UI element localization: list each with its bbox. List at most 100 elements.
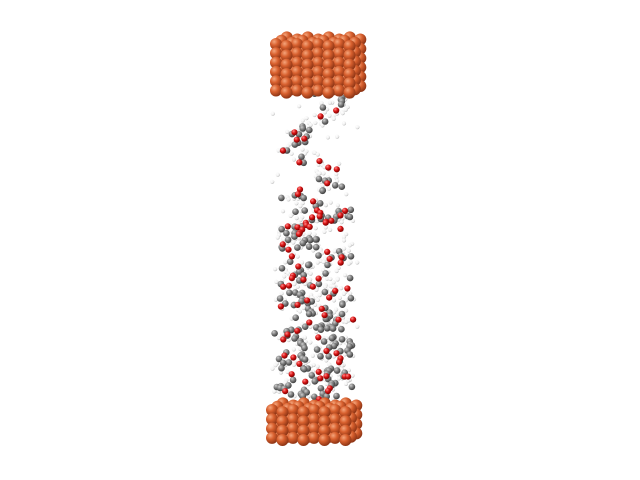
oxygen-atom (321, 312, 328, 319)
carbon-atom (324, 261, 331, 269)
oxygen-atom (316, 158, 323, 165)
hydrogen-atom (342, 246, 347, 251)
hydrogen-atom (295, 254, 300, 259)
hydrogen-atom (275, 172, 280, 177)
hydrogen-atom (335, 134, 340, 139)
carbon-atom (300, 194, 308, 202)
oxygen-atom (293, 136, 300, 143)
copper-atom (308, 431, 320, 444)
hydrogen-atom (291, 347, 296, 352)
hydrogen-atom (341, 291, 346, 296)
oxygen-atom (337, 212, 344, 219)
copper-atom (312, 56, 324, 69)
carbon-atom (329, 325, 337, 332)
copper-atom (312, 47, 324, 60)
oxygen-atom (317, 113, 324, 120)
carbon-atom (312, 236, 320, 243)
hydrogen-atom (355, 260, 360, 265)
copper-atom (318, 434, 331, 446)
copper-atom (333, 38, 345, 50)
oxygen-atom (326, 294, 333, 301)
hydrogen-atom (315, 260, 320, 265)
carbon-atom (338, 183, 346, 190)
hydrogen-atom (280, 209, 286, 214)
copper-atom (280, 68, 293, 80)
copper-atom (266, 431, 278, 444)
copper-atom (308, 422, 320, 435)
copper-atom (333, 65, 345, 78)
hydrogen-atom (307, 231, 312, 236)
hydrogen-atom (317, 171, 322, 176)
hydrogen-atom (276, 335, 282, 341)
oxygen-atom (306, 319, 313, 326)
hydrogen-atom (328, 276, 333, 282)
copper-atom (276, 434, 289, 446)
hydrogen-atom (344, 319, 349, 325)
hydrogen-atom (302, 335, 307, 340)
hydrogen-atom (285, 369, 290, 374)
copper-atom (280, 40, 293, 53)
hydrogen-atom (273, 363, 278, 368)
carbon-atom (328, 334, 336, 342)
carbon-atom (301, 207, 309, 214)
hydrogen-atom (317, 293, 322, 298)
hydrogen-atom (313, 120, 318, 125)
oxygen-atom (332, 287, 339, 294)
carbon-atom (286, 258, 294, 266)
oxygen-atom (350, 316, 357, 323)
hydrogen-atom (343, 381, 349, 386)
oxygen-atom (335, 316, 342, 323)
hydrogen-atom (315, 152, 320, 157)
oxygen-atom (294, 191, 302, 198)
hydrogen-atom (282, 274, 287, 279)
hydrogen-atom (327, 113, 332, 118)
hydrogen-atom (341, 238, 347, 243)
hydrogen-atom (274, 279, 279, 284)
hydrogen-atom (300, 147, 305, 152)
carbon-atom (317, 326, 325, 334)
hydrogen-atom (308, 324, 313, 329)
bottom-copper-electrode (266, 397, 363, 446)
hydrogen-atom (324, 358, 329, 363)
carbon-atom (315, 252, 322, 259)
oxygen-atom (306, 223, 313, 230)
hydrogen-atom (288, 213, 293, 218)
hydrogen-atom (337, 295, 342, 300)
copper-atom (322, 49, 335, 62)
carbon-atom (317, 385, 325, 392)
copper-atom (297, 415, 310, 428)
oxygen-atom (336, 359, 343, 366)
hydrogen-atom (340, 111, 345, 116)
copper-atom (343, 40, 356, 53)
oxygen-atom (288, 253, 295, 260)
hydrogen-atom (348, 291, 353, 296)
hydrogen-atom (341, 121, 347, 126)
hydrogen-atom (292, 282, 297, 287)
hydrogen-atom (315, 364, 320, 369)
copper-atom (266, 413, 278, 426)
molecular-chain (270, 86, 360, 406)
hydrogen-atom (347, 243, 352, 248)
carbon-atom (299, 125, 307, 132)
hydrogen-atom (331, 116, 336, 121)
hydrogen-atom (327, 100, 332, 105)
copper-atom (333, 56, 345, 69)
oxygen-atom (284, 331, 291, 338)
hydrogen-atom (343, 107, 348, 112)
copper-atom (270, 38, 282, 50)
hydrogen-atom (299, 260, 305, 265)
copper-atom (333, 75, 345, 88)
copper-atom (276, 415, 289, 428)
copper-atom (291, 38, 303, 50)
hydrogen-atom (294, 201, 299, 206)
hydrogen-atom (334, 171, 339, 177)
oxygen-atom (318, 305, 325, 312)
hydrogen-atom (300, 201, 305, 206)
hydrogen-atom (332, 249, 337, 254)
hydrogen-atom (331, 298, 337, 303)
carbon-atom (308, 372, 316, 379)
hydrogen-atom (335, 178, 340, 183)
copper-atom (266, 404, 278, 416)
hydrogen-atom (346, 378, 351, 383)
copper-atom (322, 77, 335, 90)
